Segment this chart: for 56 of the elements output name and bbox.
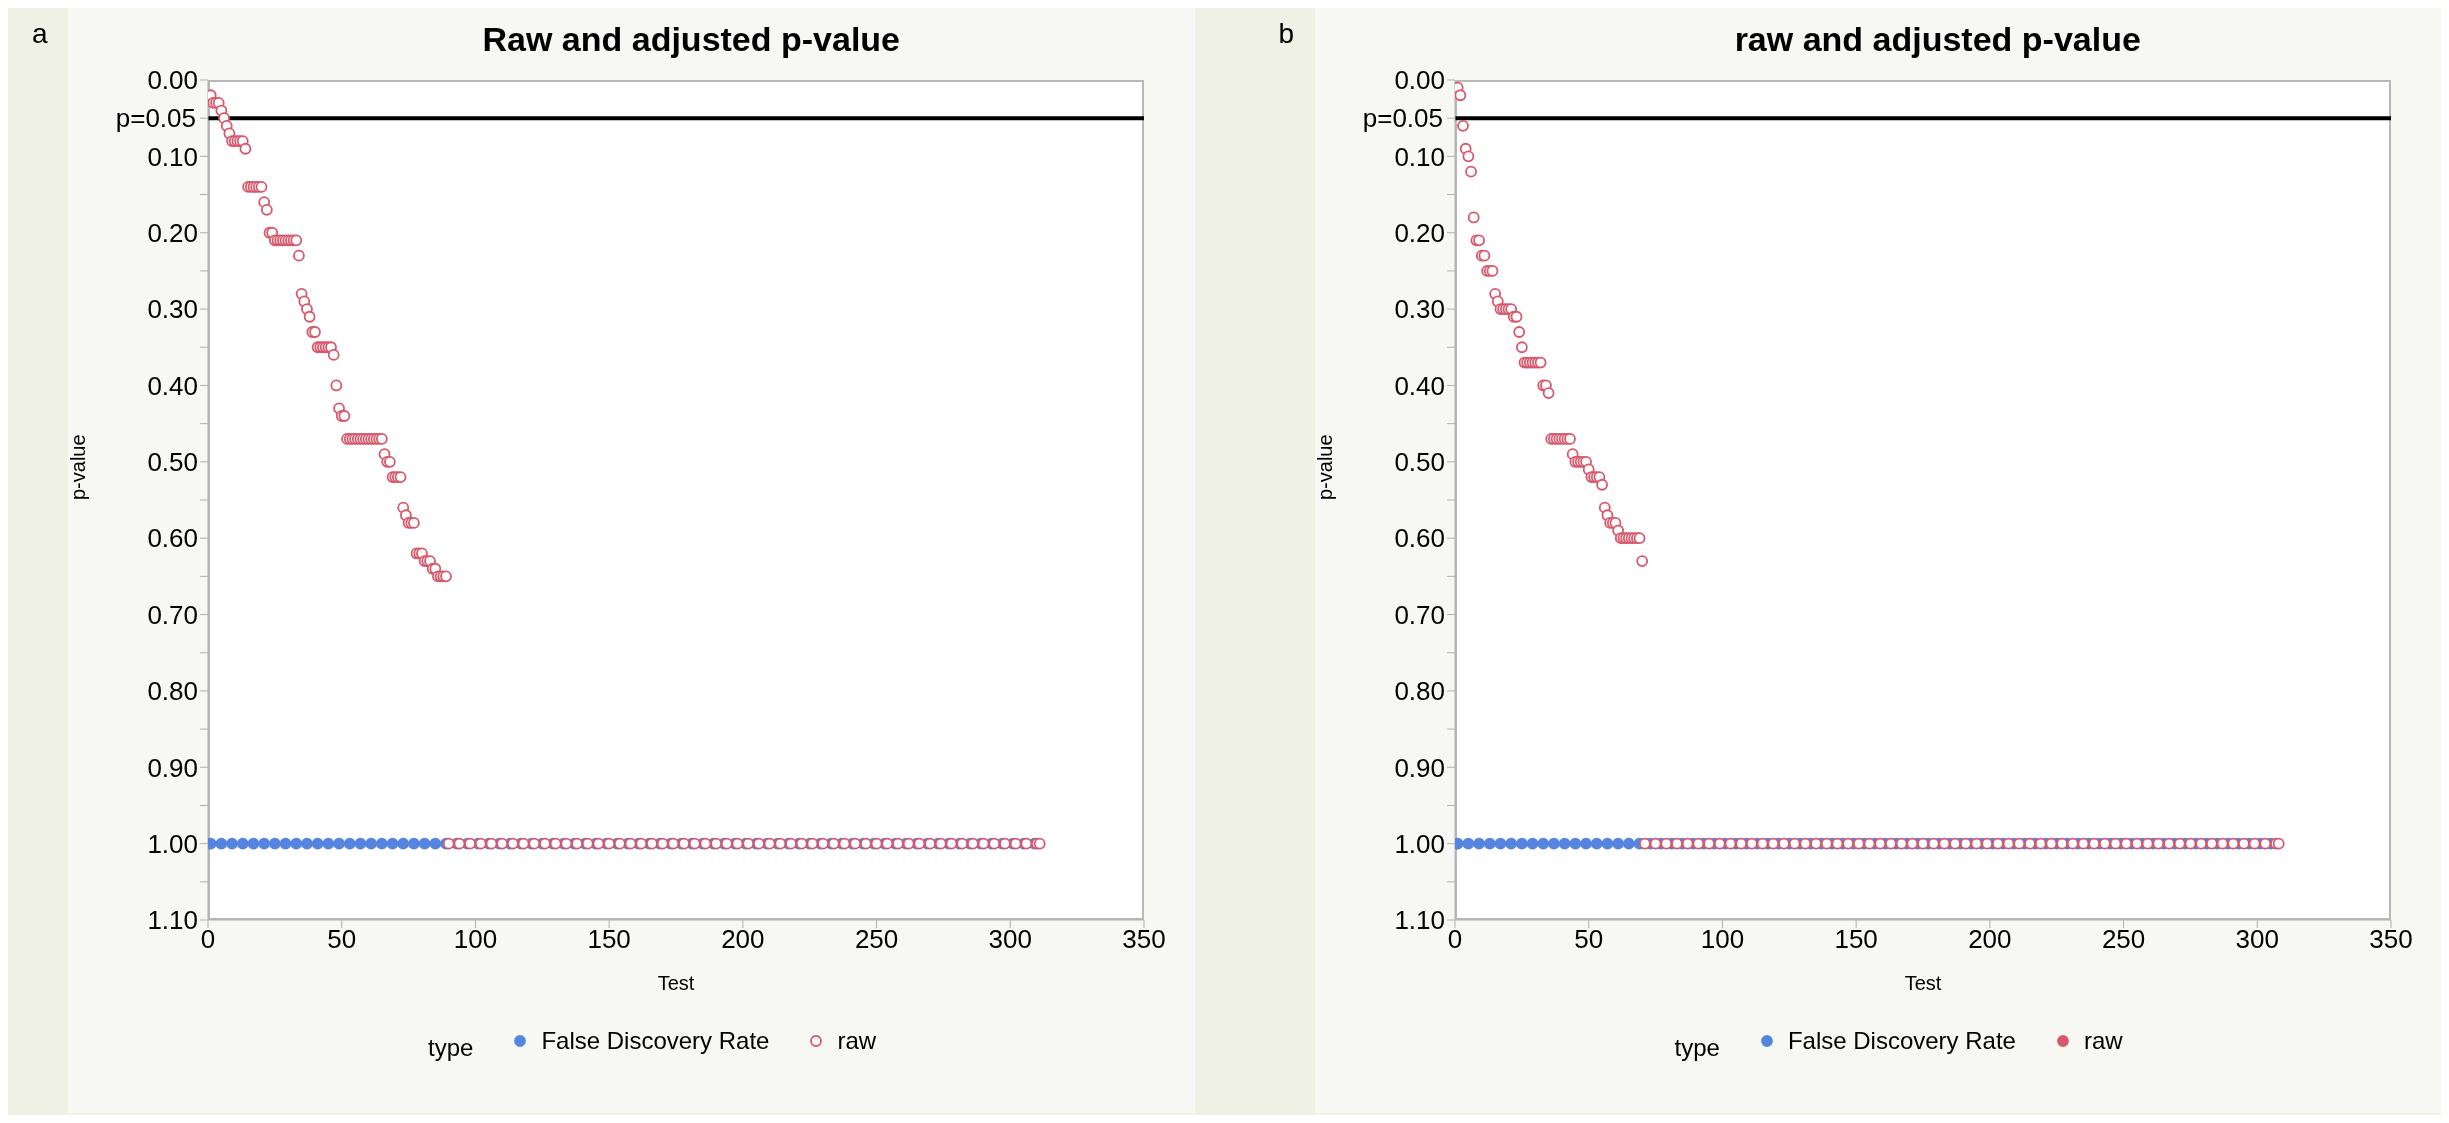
x-axis-title: Test [657, 972, 695, 994]
y-tick-label: 1.00 [1393, 828, 1445, 859]
x-tick-label: 150 [587, 924, 631, 955]
y-tick-label: 0.30 [1393, 294, 1445, 325]
y-tick-label: 0.20 [1393, 217, 1445, 248]
y-tick-label: 0.50 [1393, 447, 1445, 478]
x-tick-label: 50 [1573, 924, 1603, 955]
ref-line-label: p=0.05 [115, 103, 196, 134]
y-tick-label: 0.00 [147, 65, 198, 96]
y-axis-title: p-value [1313, 434, 1336, 500]
x-axis-title: Test [1904, 972, 1942, 994]
text: b [1278, 18, 1295, 50]
legend-label: False Discovery Rate [1787, 1027, 2016, 1055]
x-tick-label: 100 [1700, 924, 1744, 955]
x-tick-label: 0 [1447, 924, 1462, 955]
y-tick-label: 0.50 [147, 447, 198, 478]
y-tick-label: 1.10 [147, 905, 198, 936]
legend-title: type [428, 1034, 474, 1062]
chart-title: raw and adjusted p-value [1734, 20, 2141, 58]
y-tick-label: 0.60 [1393, 523, 1445, 554]
y-tick-label: 0.70 [147, 599, 198, 630]
y-tick-label: 0.90 [1393, 752, 1445, 783]
x-tick-label: 350 [2368, 924, 2413, 955]
x-tick-label: 300 [988, 924, 1032, 955]
y-tick-label: 0.40 [1393, 370, 1445, 401]
x-tick-label: 250 [2101, 924, 2145, 955]
x-tick-label: 250 [854, 924, 899, 955]
y-tick-label: 1.10 [1393, 905, 1445, 936]
legend-label: raw [837, 1027, 877, 1055]
y-tick-label: 0.90 [147, 752, 198, 783]
y-tick-label: 0.60 [147, 523, 198, 554]
legend-label: False Discovery Rate [541, 1027, 770, 1055]
y-tick-label: 0.10 [147, 141, 198, 172]
text: a [32, 18, 48, 50]
x-tick-label: 100 [453, 924, 498, 955]
x-tick-label: 350 [1122, 924, 1166, 955]
y-tick-label: 0.80 [1393, 676, 1445, 707]
y-tick-label: 0.40 [147, 370, 198, 401]
x-tick-label: 50 [327, 924, 357, 955]
chart-title: Raw and adjusted p-value [482, 20, 901, 58]
y-tick-label: 0.30 [147, 294, 198, 325]
x-tick-label: 300 [2235, 924, 2279, 955]
x-tick-label: 150 [1833, 924, 1878, 955]
x-tick-label: 0 [200, 924, 216, 955]
y-tick-label: 0.70 [1393, 599, 1445, 630]
y-tick-label: 0.80 [147, 676, 198, 707]
ref-line-label: p=0.05 [1362, 103, 1443, 134]
y-tick-label: 0.20 [147, 217, 198, 248]
y-tick-label: 1.00 [147, 828, 198, 859]
y-axis-title: p-value [67, 434, 90, 500]
y-tick-label: 0.00 [1393, 65, 1445, 96]
legend-label: raw [2083, 1027, 2123, 1055]
x-tick-label: 200 [1967, 924, 2012, 955]
y-tick-label: 0.10 [1393, 141, 1445, 172]
x-tick-label: 200 [721, 924, 765, 955]
legend-title: type [1674, 1034, 1720, 1062]
